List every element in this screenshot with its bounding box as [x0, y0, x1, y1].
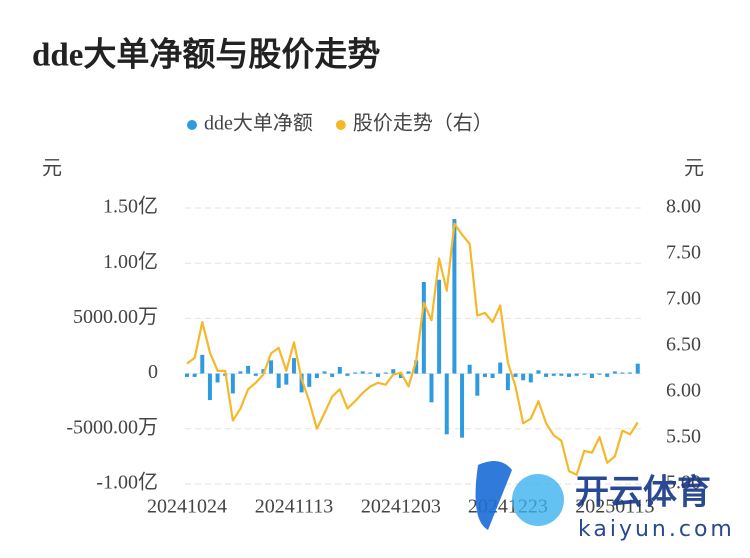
bar	[521, 373, 526, 381]
bar	[628, 372, 633, 374]
bar	[620, 372, 625, 374]
bar	[421, 281, 426, 374]
watermark: 开云体育 kaiyun.com	[475, 461, 735, 542]
x-tick-label: 20241024	[147, 496, 227, 518]
bar	[200, 354, 205, 374]
legend-label: dde大单净额	[204, 112, 313, 135]
watermark-logo	[475, 461, 512, 530]
bar	[337, 366, 342, 374]
bar	[314, 373, 319, 379]
y-tick-label: 1.00亿	[103, 250, 158, 273]
price-line	[186, 222, 639, 476]
bar	[230, 373, 235, 394]
bar	[567, 373, 571, 377]
bar	[353, 372, 358, 374]
y-tick-label: -5000.00万	[66, 416, 158, 438]
bar	[360, 371, 365, 374]
bar	[536, 370, 541, 374]
bar	[207, 373, 212, 401]
y2-tick-label: 6.50	[666, 334, 701, 356]
bar	[467, 364, 472, 374]
bar	[185, 373, 189, 377]
y-tick-label: 1.50亿	[103, 195, 158, 218]
x-tick-label: 20241203	[361, 496, 441, 518]
bar	[452, 219, 457, 374]
bar	[528, 373, 533, 383]
bar	[368, 372, 373, 374]
watermark-brand: 开云体育	[575, 473, 711, 513]
bar	[398, 373, 403, 379]
bar	[605, 373, 610, 377]
bar	[460, 373, 465, 438]
bar	[276, 373, 281, 388]
x-tick-label: 20250113	[575, 496, 654, 518]
y2-tick-label: 5.50	[666, 426, 701, 448]
bar	[345, 373, 350, 376]
bar	[437, 279, 442, 374]
y-tick-label: 0	[148, 361, 158, 383]
y-axis-label: 元	[42, 158, 62, 180]
bar	[284, 373, 289, 385]
bar	[383, 372, 388, 374]
bar	[559, 373, 564, 376]
bar	[574, 373, 579, 376]
bar	[406, 371, 411, 374]
bar	[414, 360, 419, 374]
bar	[597, 373, 602, 375]
bar	[215, 373, 220, 383]
y2-tick-label: 7.50	[666, 242, 701, 264]
y2-tick-label: 6.00	[666, 380, 701, 402]
legend-label: 股价走势（右）	[353, 112, 493, 135]
legend-marker	[187, 120, 197, 130]
bar	[330, 373, 335, 377]
chart-title: dde大单净额与股价走势	[32, 37, 380, 74]
bar	[490, 373, 495, 379]
bar	[475, 373, 480, 396]
bar	[299, 373, 304, 393]
bar	[612, 371, 617, 374]
watermark-site: kaiyun.com	[578, 517, 735, 542]
bar	[429, 373, 434, 403]
bar	[238, 371, 243, 374]
bar	[376, 373, 380, 377]
bar	[322, 371, 327, 374]
bar	[391, 369, 396, 374]
bar	[269, 360, 274, 374]
bar	[482, 373, 487, 377]
bar	[291, 358, 296, 374]
legend-marker	[335, 120, 346, 130]
watermark-logo	[512, 474, 564, 526]
bar	[444, 373, 449, 435]
plot: -1.00亿 -5000.00万 0 5000.00万 1.00亿 1.50亿 5.00 5.…	[66, 195, 701, 518]
x-tick-label: 20241113	[255, 496, 334, 518]
bar	[513, 373, 518, 377]
bar	[635, 363, 640, 374]
y2-tick-label: 8.00	[666, 196, 701, 218]
bar	[246, 365, 251, 374]
y2-tick-label: 7.00	[666, 288, 701, 310]
bar	[498, 362, 503, 374]
bar	[253, 373, 258, 376]
y2-axis-label: 元	[684, 158, 704, 180]
bar	[505, 373, 510, 391]
y-tick-label: -1.00亿	[96, 471, 158, 494]
y2-tick-label: 5.00	[666, 472, 701, 494]
bar	[551, 373, 556, 376]
bar	[589, 373, 594, 379]
bar	[544, 373, 549, 377]
bar	[582, 373, 587, 375]
bar	[307, 373, 312, 387]
bar	[192, 373, 197, 377]
y-tick-label: 5000.00万	[73, 306, 158, 328]
